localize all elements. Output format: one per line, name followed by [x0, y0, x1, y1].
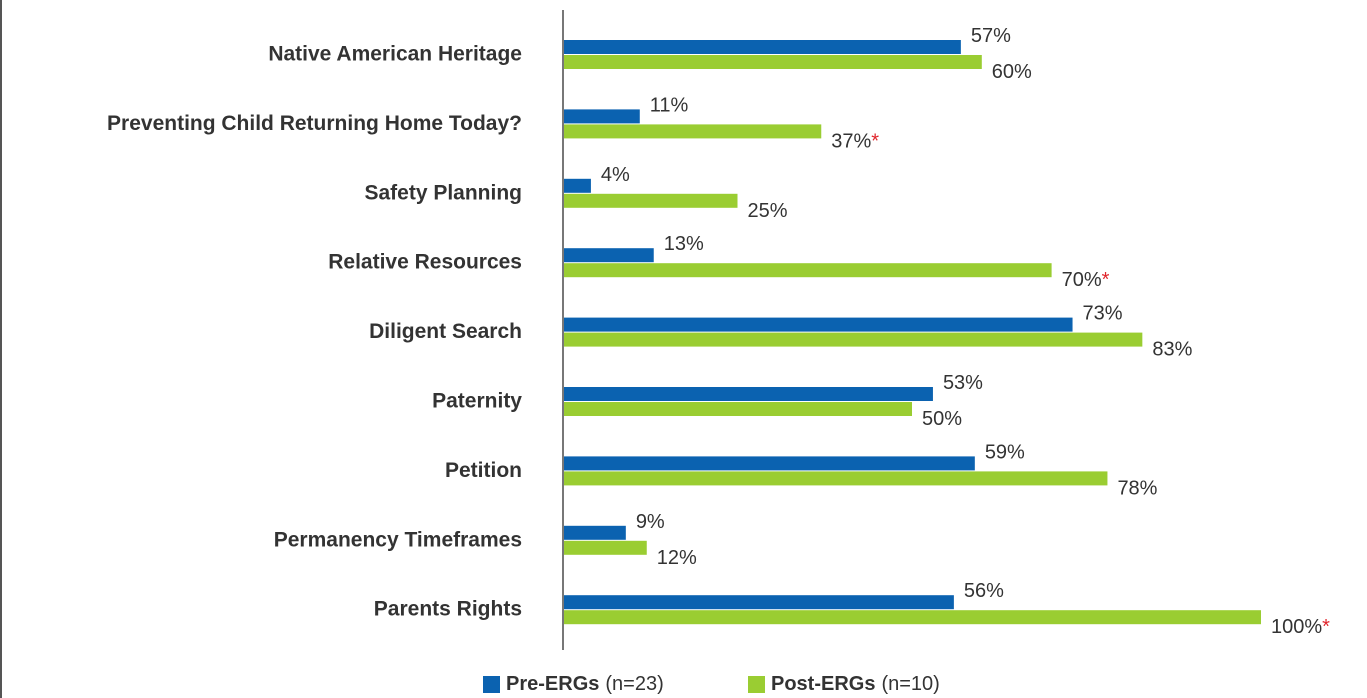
bar [563, 525, 626, 540]
value-label: 37%* [831, 131, 879, 153]
value-label-text: 56% [964, 580, 1004, 602]
y-tick-label: Permanency Timeframes [274, 528, 522, 551]
significance-marker: * [1102, 269, 1110, 291]
bar [563, 55, 982, 69]
legend-swatch [483, 676, 500, 693]
bar [563, 402, 912, 416]
value-label: 11% [650, 95, 689, 117]
value-label: 70%* [1062, 269, 1110, 291]
bar [563, 471, 1108, 486]
value-label-text: 57% [971, 25, 1011, 47]
value-label: 53% [943, 372, 983, 394]
y-tick-label: Relative Resources [328, 251, 522, 274]
legend-name: Post-ERGs [771, 673, 875, 695]
bar [563, 610, 1261, 625]
value-label-text: 60% [992, 61, 1032, 83]
value-label-text: 12% [657, 547, 697, 569]
legend-entry: Post-ERGs (n=10) [771, 673, 940, 695]
bar [563, 263, 1052, 278]
significance-marker: * [871, 131, 879, 153]
bar [563, 40, 961, 54]
value-label: 59% [985, 442, 1025, 464]
bar [563, 456, 975, 471]
value-label: 57% [971, 25, 1011, 47]
value-label-text: 73% [1083, 303, 1123, 325]
value-label: 12% [657, 547, 697, 569]
y-tick-label: Diligent Search [369, 320, 522, 343]
bar [563, 109, 640, 124]
value-label: 100%* [1271, 616, 1330, 638]
y-tick-label: Native American Heritage [268, 43, 522, 66]
value-label-text: 25% [748, 200, 788, 222]
bar [563, 178, 591, 193]
legend-note: (n=10) [881, 673, 939, 695]
bar [563, 332, 1143, 347]
legend-note: (n=23) [605, 673, 663, 695]
value-label-text: 11% [650, 95, 689, 117]
value-label-text: 70% [1062, 269, 1102, 291]
value-label: 50% [922, 408, 962, 430]
bar [563, 317, 1073, 332]
value-label-text: 78% [1117, 478, 1157, 500]
value-label: 78% [1117, 478, 1157, 500]
bar [563, 248, 654, 263]
y-tick-label: Paternity [432, 390, 522, 413]
y-tick-label: Safety Planning [364, 181, 522, 204]
bar [563, 540, 647, 555]
value-label-text: 100% [1271, 616, 1322, 638]
legend-entry: Pre-ERGs (n=23) [506, 673, 664, 695]
value-label: 60% [992, 61, 1032, 83]
y-tick-label: Parents Rights [374, 598, 522, 621]
significance-marker: * [1322, 616, 1330, 638]
legend-swatch [748, 676, 765, 693]
value-label: 9% [636, 511, 665, 533]
value-label-text: 83% [1152, 339, 1192, 361]
value-label-text: 50% [922, 408, 962, 430]
value-label: 56% [964, 580, 1004, 602]
value-label: 83% [1152, 339, 1192, 361]
bar [563, 595, 954, 610]
bar [563, 193, 738, 208]
legend-name: Pre-ERGs [506, 673, 599, 695]
value-label: 73% [1083, 303, 1123, 325]
value-label: 25% [748, 200, 788, 222]
value-label-text: 4% [601, 164, 630, 186]
value-label-text: 9% [636, 511, 665, 533]
value-label: 13% [664, 233, 704, 255]
value-label: 4% [601, 164, 630, 186]
value-label-text: 59% [985, 442, 1025, 464]
y-tick-label: Petition [445, 459, 522, 482]
bar [563, 124, 822, 139]
bar [563, 387, 933, 401]
value-label-text: 13% [664, 233, 704, 255]
value-label-text: 37% [831, 131, 871, 153]
y-tick-label: Preventing Child Returning Home Today? [107, 112, 522, 135]
value-label-text: 53% [943, 372, 983, 394]
